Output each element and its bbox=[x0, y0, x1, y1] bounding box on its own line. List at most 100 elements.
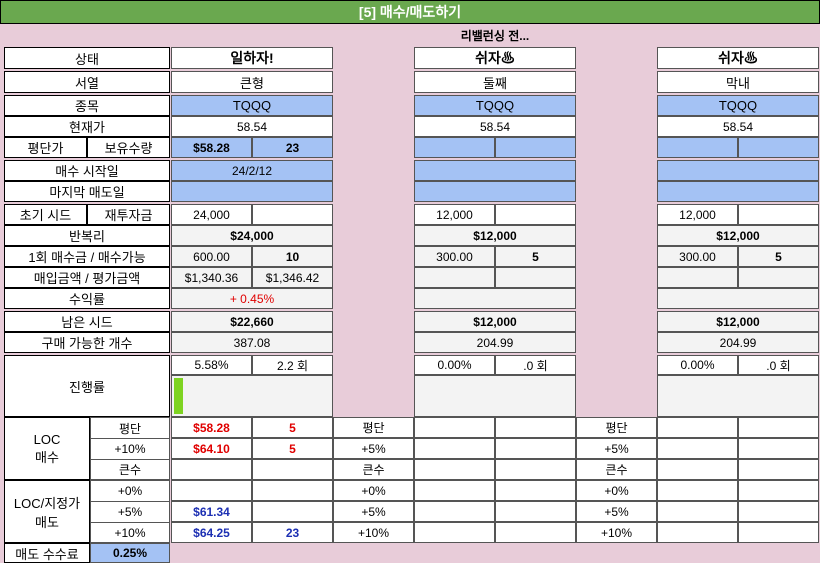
account-1-compound: $24,000 bbox=[171, 225, 333, 246]
account-2-loc-sell-price-0 bbox=[414, 480, 495, 501]
account-2-order: 둘째 bbox=[414, 71, 576, 93]
account-2-qty[interactable] bbox=[495, 137, 576, 158]
account-3-reinvest[interactable] bbox=[738, 204, 819, 225]
account-3-start-date[interactable] bbox=[657, 160, 819, 181]
account-3-ticker[interactable]: TQQQ bbox=[657, 95, 819, 116]
account-2-price: 58.54 bbox=[414, 116, 576, 137]
sheet-title: [5] 매수/매도하기 bbox=[0, 0, 820, 24]
account-3-one-buy-count: 5 bbox=[738, 246, 819, 267]
account-2-progress-pct: 0.00% bbox=[414, 355, 495, 375]
account-2-ticker[interactable]: TQQQ bbox=[414, 95, 576, 116]
account-3-qty[interactable] bbox=[738, 137, 819, 158]
account-1-one-buy-count: 10 bbox=[252, 246, 333, 267]
label-order: 서열 bbox=[4, 71, 170, 93]
account-2-loc-sell-price-1 bbox=[414, 501, 495, 522]
account-1-reinvest[interactable] bbox=[252, 204, 333, 225]
account-3-loc-sell-qty-2 bbox=[738, 522, 819, 543]
label-buyable: 구매 가능한 개수 bbox=[4, 332, 170, 353]
account-2-loc-buy-price-0 bbox=[414, 417, 495, 438]
account-1-avg[interactable]: $58.28 bbox=[171, 137, 252, 158]
account-3-remaining: $12,000 bbox=[657, 311, 819, 332]
label-status: 상태 bbox=[4, 47, 170, 69]
account-3-status: 쉬자♨ bbox=[657, 47, 819, 69]
account-3-order: 막내 bbox=[657, 71, 819, 93]
account-2-progress-bar bbox=[414, 375, 576, 417]
account-1-price: 58.54 bbox=[171, 116, 333, 137]
account-3-progress-pct: 0.00% bbox=[657, 355, 738, 375]
account-2-loc-sell-qty-2 bbox=[495, 522, 576, 543]
account-3-compound: $12,000 bbox=[657, 225, 819, 246]
account-3-loc-sell-label-0: +0% bbox=[576, 480, 657, 501]
account-1-seed[interactable]: 24,000 bbox=[171, 204, 252, 225]
account-3-loc-sell-price-2 bbox=[657, 522, 738, 543]
account-1-qty[interactable]: 23 bbox=[252, 137, 333, 158]
account-1-progress-bar bbox=[171, 375, 333, 417]
account-3-loc-sell-price-1 bbox=[657, 501, 738, 522]
account-1-buyable: 387.08 bbox=[171, 332, 333, 353]
account-3-loc-sell-label-2: +10% bbox=[576, 522, 657, 543]
account-3-loc-buy-label-2: 큰수 bbox=[576, 459, 657, 480]
account-1-loc-buy-qty-2 bbox=[252, 459, 333, 480]
account-3-loc-sell-price-0 bbox=[657, 480, 738, 501]
label-remaining-seed: 남은 시드 bbox=[4, 311, 170, 332]
account-1-status: 일하자! bbox=[171, 47, 333, 69]
label-buy-eval: 매입금액 / 평가금액 bbox=[4, 267, 170, 288]
account-2-loc-buy-label-1: +5% bbox=[333, 438, 414, 459]
account-1-loc-sell-qty-0 bbox=[252, 480, 333, 501]
account-3-avg[interactable] bbox=[657, 137, 738, 158]
account-2-compound: $12,000 bbox=[414, 225, 576, 246]
account-1-ticker[interactable]: TQQQ bbox=[171, 95, 333, 116]
label-avg: 평단가 bbox=[4, 137, 87, 158]
account-2-loc-sell-label-0: +0% bbox=[333, 480, 414, 501]
account-1-start-date[interactable]: 24/2/12 bbox=[171, 160, 333, 181]
account-2-loc-buy-label-2: 큰수 bbox=[333, 459, 414, 480]
loc-sell-label-2: +10% bbox=[90, 522, 170, 543]
account-3-price: 58.54 bbox=[657, 116, 819, 137]
account-3-loc-buy-label-0: 평단 bbox=[576, 417, 657, 438]
sell-fee-value[interactable]: 0.25% bbox=[90, 543, 170, 563]
account-3-progress-rounds: .0 회 bbox=[738, 355, 819, 375]
label-one-buy: 1회 매수금 / 매수가능 bbox=[4, 246, 170, 267]
account-1-last-sell[interactable] bbox=[171, 181, 333, 202]
account-2-reinvest[interactable] bbox=[495, 204, 576, 225]
account-2-last-sell[interactable] bbox=[414, 181, 576, 202]
account-1-profit: + 0.45% bbox=[171, 288, 333, 309]
account-1-loc-sell-price-1: $61.34 bbox=[171, 501, 252, 522]
account-1-eval-amount: $1,346.42 bbox=[252, 267, 333, 288]
account-2-buy-amount bbox=[414, 267, 495, 288]
account-2-buyable: 204.99 bbox=[414, 332, 576, 353]
account-2-profit bbox=[414, 288, 576, 309]
loc-buy-label-0: 평단 bbox=[90, 417, 170, 438]
account-1-loc-buy-price-1: $64.10 bbox=[171, 438, 252, 459]
label-progress: 진행률 bbox=[4, 355, 170, 417]
label-compound: 반복리 bbox=[4, 225, 170, 246]
label-start-date: 매수 시작일 bbox=[4, 160, 170, 181]
account-1-loc-sell-price-2: $64.25 bbox=[171, 522, 252, 543]
account-3-buyable: 204.99 bbox=[657, 332, 819, 353]
account-2-loc-buy-qty-0 bbox=[495, 417, 576, 438]
account-2-loc-buy-price-1 bbox=[414, 438, 495, 459]
account-3-profit bbox=[657, 288, 819, 309]
loc-sell-label-1: +5% bbox=[90, 501, 170, 522]
account-3-last-sell[interactable] bbox=[657, 181, 819, 202]
account-2-loc-sell-qty-1 bbox=[495, 501, 576, 522]
account-3-seed[interactable]: 12,000 bbox=[657, 204, 738, 225]
account-3-loc-buy-price-1 bbox=[657, 438, 738, 459]
label-ticker: 종목 bbox=[4, 95, 170, 116]
account-2-remaining: $12,000 bbox=[414, 311, 576, 332]
account-1-one-buy: 600.00 bbox=[171, 246, 252, 267]
account-2-loc-sell-price-2 bbox=[414, 522, 495, 543]
account-3-loc-buy-price-2 bbox=[657, 459, 738, 480]
account-2-seed[interactable]: 12,000 bbox=[414, 204, 495, 225]
account-2-avg[interactable] bbox=[414, 137, 495, 158]
account-1-order: 큰형 bbox=[171, 71, 333, 93]
account-3-progress-bar bbox=[657, 375, 819, 417]
loc-sell-label-0: +0% bbox=[90, 480, 170, 501]
account-2-loc-sell-qty-0 bbox=[495, 480, 576, 501]
loc-buy-label-2: 큰수 bbox=[90, 459, 170, 480]
account-2-start-date[interactable] bbox=[414, 160, 576, 181]
account-1-loc-buy-qty-1: 5 bbox=[252, 438, 333, 459]
account-1-loc-sell-qty-2: 23 bbox=[252, 522, 333, 543]
account-3-loc-sell-qty-0 bbox=[738, 480, 819, 501]
account-3-loc-buy-label-1: +5% bbox=[576, 438, 657, 459]
